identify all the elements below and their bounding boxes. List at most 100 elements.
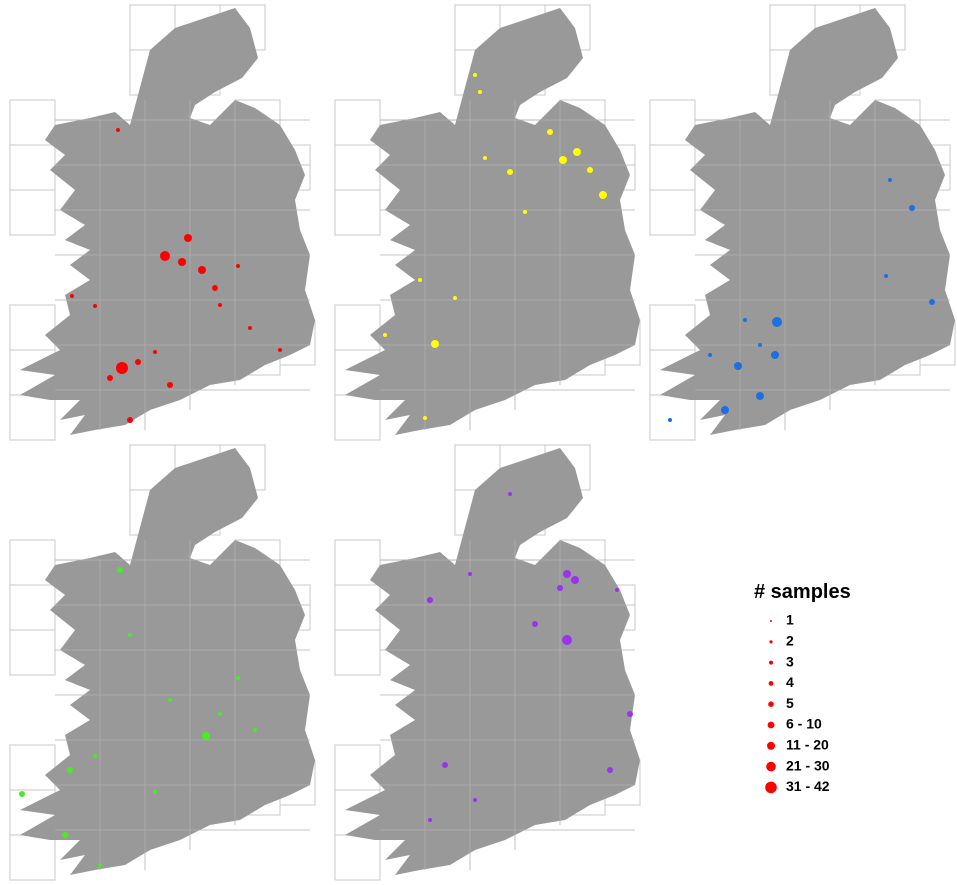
legend-swatch <box>768 681 774 686</box>
sample-dot <box>929 299 935 305</box>
sample-dot <box>587 167 593 173</box>
legend-label: 2 <box>786 633 794 649</box>
sample-dot <box>483 156 487 160</box>
sample-dot <box>418 278 422 282</box>
sample-dot <box>184 234 192 242</box>
sample-dot <box>117 567 123 573</box>
legend-label: 3 <box>786 653 794 669</box>
sample-dot <box>453 296 457 300</box>
legend-title: # samples <box>754 581 851 603</box>
legend-swatch <box>769 660 773 665</box>
sample-dot <box>557 585 563 591</box>
legend-label: 11 - 20 <box>786 737 829 753</box>
sample-dot <box>218 712 222 716</box>
map-panel <box>334 444 641 881</box>
sample-dot <box>178 258 186 266</box>
sample-dot <box>532 621 538 627</box>
sample-dots <box>427 492 633 822</box>
sample-dot <box>93 304 97 308</box>
sample-dot <box>135 359 141 365</box>
sample-dot <box>772 317 782 327</box>
legend: 1 2 3 4 5 6 - 10 11 - 20 21 - 30 31 - 42 <box>765 612 830 794</box>
sample-dot <box>708 353 712 357</box>
sample-dot <box>473 73 477 77</box>
sample-dot <box>607 767 613 773</box>
sample-dot <box>721 406 729 414</box>
sample-dot <box>428 818 432 822</box>
sample-dot <box>423 416 427 420</box>
legend-label: 1 <box>786 612 794 628</box>
sample-dot <box>599 191 607 199</box>
sample-dot <box>93 754 97 758</box>
sample-dot <box>116 128 120 132</box>
map-panel <box>334 4 641 441</box>
sample-dot <box>160 251 170 261</box>
sample-dot <box>236 264 240 268</box>
legend-label: 6 - 10 <box>786 716 822 732</box>
sample-dot <box>547 129 553 135</box>
sample-dot <box>168 698 172 702</box>
sample-dots <box>19 567 257 867</box>
sample-dot <box>473 798 477 802</box>
sample-dot <box>571 576 579 584</box>
sample-dot <box>507 169 513 175</box>
sample-dot <box>756 392 764 400</box>
sample-dot <box>167 382 173 388</box>
map-panel <box>9 444 316 881</box>
sample-dot <box>383 333 387 337</box>
sample-dot <box>70 294 74 298</box>
sample-dot <box>427 597 433 603</box>
sample-dot <box>523 210 527 214</box>
sample-dot <box>248 326 252 330</box>
legend-swatch <box>767 741 775 750</box>
sample-dot <box>442 762 448 768</box>
map-panel <box>9 4 316 441</box>
sample-dot <box>278 348 282 352</box>
sample-dot <box>153 790 157 794</box>
sample-dot <box>218 303 222 307</box>
sample-dot <box>771 351 779 359</box>
legend-swatch <box>768 701 774 707</box>
legend-swatch <box>767 721 775 729</box>
sample-dot <box>431 340 439 348</box>
sample-dot <box>212 285 218 291</box>
sample-dot <box>116 362 128 374</box>
legend-label: 4 <box>786 674 794 690</box>
legend-label: 31 - 42 <box>786 778 830 794</box>
map-panel <box>649 4 956 441</box>
sample-dot <box>62 832 68 838</box>
sample-dot <box>236 676 240 680</box>
sample-dot <box>884 274 888 278</box>
sample-dot <box>198 266 206 274</box>
legend-label: 21 - 30 <box>786 757 830 773</box>
sample-dot <box>627 711 633 717</box>
sample-dot <box>253 728 257 732</box>
sample-dot <box>202 732 210 740</box>
sample-dot <box>888 178 892 182</box>
legend-swatch <box>766 761 776 772</box>
sample-dots <box>668 178 935 422</box>
sample-dot <box>468 572 472 576</box>
sample-dot <box>668 418 672 422</box>
sample-dot <box>478 90 482 94</box>
sample-dot <box>98 863 102 867</box>
sample-dot <box>153 350 157 354</box>
sample-dot <box>758 343 762 347</box>
sample-dot <box>19 791 25 797</box>
sample-dot <box>508 492 512 496</box>
sample-dot <box>127 417 133 423</box>
sample-dot <box>563 570 571 578</box>
legend-swatch <box>769 640 773 644</box>
sample-dot <box>562 635 572 645</box>
sample-dot <box>128 633 132 637</box>
sample-dots <box>70 128 282 423</box>
sample-dot <box>559 156 567 164</box>
sample-dot <box>734 362 742 370</box>
sample-dot <box>909 205 915 211</box>
sample-dot <box>615 588 619 592</box>
sample-dot <box>573 148 581 156</box>
sample-dot <box>67 767 73 773</box>
legend-swatch <box>765 781 777 794</box>
legend-label: 5 <box>786 695 794 711</box>
legend-swatch <box>770 620 772 622</box>
